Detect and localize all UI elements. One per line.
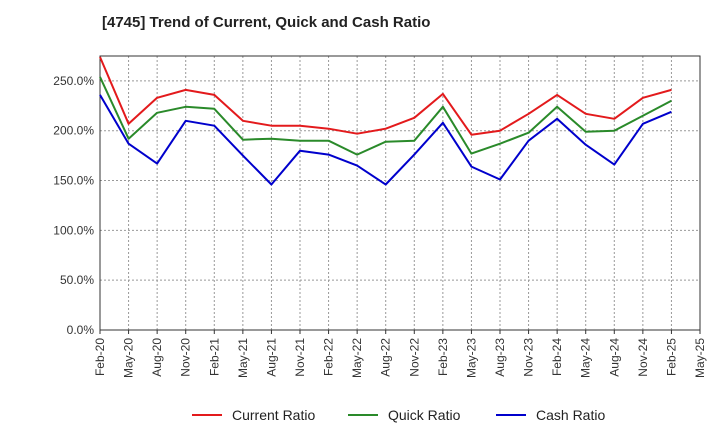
x-tick-label: Feb-20	[93, 338, 107, 376]
current-ratio-legend-label: Current Ratio	[232, 407, 315, 423]
x-tick-label: Feb-23	[436, 338, 450, 376]
y-tick-label: 50.0%	[60, 273, 94, 287]
x-tick-label: Aug-23	[493, 338, 507, 377]
x-tick-label: May-23	[464, 338, 478, 378]
x-tick-label: Feb-24	[550, 338, 564, 376]
x-tick-label: May-24	[579, 338, 593, 378]
plot-frame	[99, 55, 701, 331]
y-tick-label: 0.0%	[67, 323, 95, 337]
y-tick-label: 150.0%	[53, 174, 94, 188]
y-tick-label: 250.0%	[53, 74, 94, 88]
x-tick-label: May-22	[350, 338, 364, 378]
x-tick-label: May-21	[236, 338, 250, 378]
x-tick-label: Feb-25	[664, 338, 678, 376]
x-tick-label: Nov-23	[522, 338, 536, 377]
quick-ratio-legend-label: Quick Ratio	[388, 407, 461, 423]
x-tick-label: Nov-21	[293, 338, 307, 377]
x-tick-label: Feb-21	[207, 338, 221, 376]
x-tick-label: Nov-20	[179, 338, 193, 377]
cash-ratio-legend-label: Cash Ratio	[536, 407, 605, 423]
x-tick-label: Nov-24	[636, 338, 650, 377]
x-tick-label: Aug-20	[150, 338, 164, 377]
x-tick-label: Aug-21	[264, 338, 278, 377]
y-tick-label: 200.0%	[53, 124, 94, 138]
current-ratio-line	[99, 56, 672, 136]
quick-ratio-line	[99, 76, 672, 156]
chart-title: [4745] Trend of Current, Quick and Cash …	[102, 14, 431, 31]
x-tick-label: Feb-22	[322, 338, 336, 376]
x-tick-label: Nov-22	[407, 338, 421, 377]
x-tick-label: May-25	[693, 338, 707, 378]
x-tick-label: Aug-24	[607, 338, 621, 377]
x-tick-label: May-20	[122, 338, 136, 378]
cash-ratio-line	[99, 94, 672, 186]
y-tick-label: 100.0%	[53, 223, 94, 237]
x-tick-label: Aug-22	[379, 338, 393, 377]
